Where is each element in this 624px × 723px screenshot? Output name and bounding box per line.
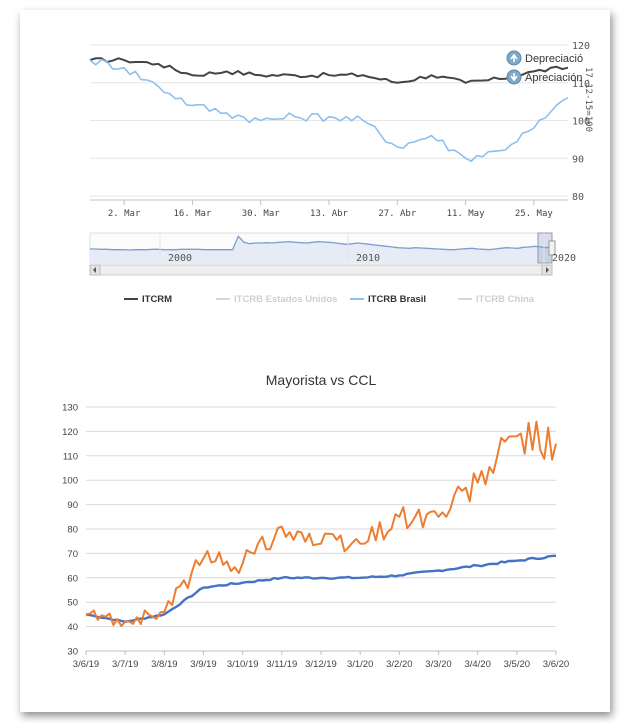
top-x-tick-label: 16. Mar	[173, 209, 212, 219]
bottom-x-tick-label: 3/7/19	[112, 659, 138, 670]
top-x-tick-label: 25. May	[515, 209, 554, 219]
top-x-tick-label: 27. Abr	[378, 209, 417, 219]
bottom-x-tick-label: 3/2/20	[386, 659, 412, 670]
bottom-x-tick-label: 3/11/19	[266, 659, 297, 670]
bottom-y-tick-label: 70	[67, 549, 78, 560]
bottom-y-tick-label: 60	[67, 573, 78, 584]
top-x-tick-label: 30. Mar	[242, 209, 281, 219]
bottom-x-tick-label: 3/5/20	[504, 659, 530, 670]
top-y-tick-label: 110	[572, 79, 590, 90]
bottom-x-tick-label: 3/1/20	[347, 659, 373, 670]
bottom-x-tick-label: 3/8/19	[151, 659, 177, 670]
bottom-series-orange-line	[85, 420, 557, 627]
apreciacion-button[interactable]: Apreciación	[525, 72, 582, 84]
arrow-up-icon-glyph	[510, 53, 518, 62]
navigator-handle[interactable]	[548, 240, 556, 256]
screenshot-card: 80 90 100 110 120 2. Mar 16. Mar 30. Mar 13. Abr…	[20, 10, 610, 712]
top-series-brasil-line	[89, 58, 569, 163]
top-y-tick-label: 120	[572, 41, 590, 52]
bottom-x-tick-label: 3/12/19	[305, 659, 337, 670]
bottom-y-tick-label: 100	[62, 476, 78, 487]
legend-item[interactable]: ITCRB Brasil	[368, 294, 426, 305]
bottom-y-tick-label: 130	[62, 403, 78, 414]
bottom-x-tick-label: 3/9/19	[190, 659, 216, 670]
top-x-tick-label: 11. May	[447, 209, 486, 219]
bottom-y-tick-label: 120	[62, 427, 78, 438]
bottom-y-tick-label: 90	[67, 500, 78, 511]
bottom-y-tick-label: 50	[67, 598, 78, 609]
bottom-x-tick-label: 3/3/20	[425, 659, 451, 670]
bottom-x-tick-label: 3/10/19	[227, 659, 259, 670]
legend-item[interactable]: ITCRB China	[476, 294, 535, 305]
bottom-y-tick-label: 30	[67, 647, 78, 658]
top-x-tick-label: 13. Abr	[310, 209, 349, 219]
bottom-x-tick-label: 3/6/20	[543, 659, 569, 670]
charts-canvas: 80 90 100 110 120 2. Mar 16. Mar 30. Mar 13. Abr…	[62, 41, 593, 670]
bottom-y-tick-label: 110	[63, 451, 78, 462]
depreciacion-button[interactable]: Depreciació	[525, 53, 583, 65]
top-series-itcrm-line	[89, 57, 569, 84]
navigator-scrollbar[interactable]	[89, 264, 553, 276]
arrow-right-icon	[546, 267, 549, 273]
navigator-year-label: 2010	[356, 253, 380, 264]
top-y-tick-label: 90	[572, 154, 584, 165]
legend-item[interactable]: ITCRM	[142, 294, 172, 305]
navigator-year-label: 2000	[168, 253, 192, 264]
navigator-area	[90, 236, 552, 263]
top-y-tick-label: 80	[572, 192, 584, 203]
bottom-y-tick-label: 40	[67, 622, 78, 633]
bottom-x-tick-label: 3/6/19	[73, 659, 99, 670]
bottom-series-blue-line	[85, 554, 557, 623]
arrow-left-icon	[93, 267, 96, 273]
arrow-down-icon-glyph	[510, 73, 518, 82]
navigator-year-label: 2020	[552, 253, 576, 264]
top-x-tick-label: 2. Mar	[108, 209, 141, 219]
bottom-x-tick-label: 3/4/20	[464, 659, 490, 670]
top-y-tick-label: 100	[572, 117, 590, 128]
top-y-axis-title: 17-12-15=100	[583, 67, 593, 132]
navigator-series-line	[90, 235, 553, 251]
legend-item[interactable]: ITCRB Estados Unidos	[234, 294, 337, 305]
bottom-y-tick-label: 80	[67, 525, 78, 536]
bottom-chart-title: Mayorista vs CCL	[266, 372, 377, 388]
